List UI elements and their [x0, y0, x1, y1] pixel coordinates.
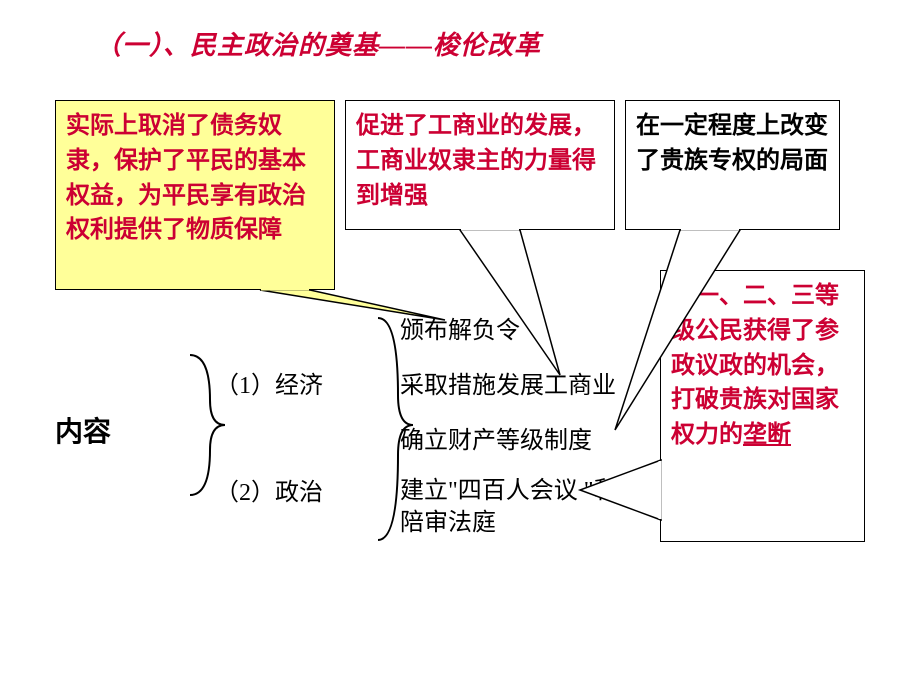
callout-box-3: 在一定程度上改变了贵族专权的局面 [625, 100, 840, 230]
item-1: 颁布解负令 [400, 315, 520, 347]
sub-economy: （1）经济 [215, 365, 323, 400]
item-4: 建立"四百人会议 "和陪审法庭 [400, 475, 620, 540]
sub-politics: （2）政治 [215, 472, 323, 507]
callout-box-2: 促进了工商业的发展，工商业奴隶主的力量得到增强 [345, 100, 615, 230]
page-title: （一）、民主政治的奠基——梭伦改革 [95, 25, 541, 62]
callout-box-4-underline: 垄断 [743, 422, 791, 448]
content-label: 内容 [55, 410, 111, 450]
item-3: 确立财产等级制度 [400, 425, 592, 457]
callout-box-4: 第一、二、三等级公民获得了参政议政的机会，打破贵族对国家权力的垄断 [660, 270, 865, 542]
callout-box-1: 实际上取消了债务奴隶，保护了平民的基本权益，为平民享有政治权利提供了物质保障 [55, 100, 335, 290]
item-2: 采取措施发展工商业 [400, 370, 616, 402]
